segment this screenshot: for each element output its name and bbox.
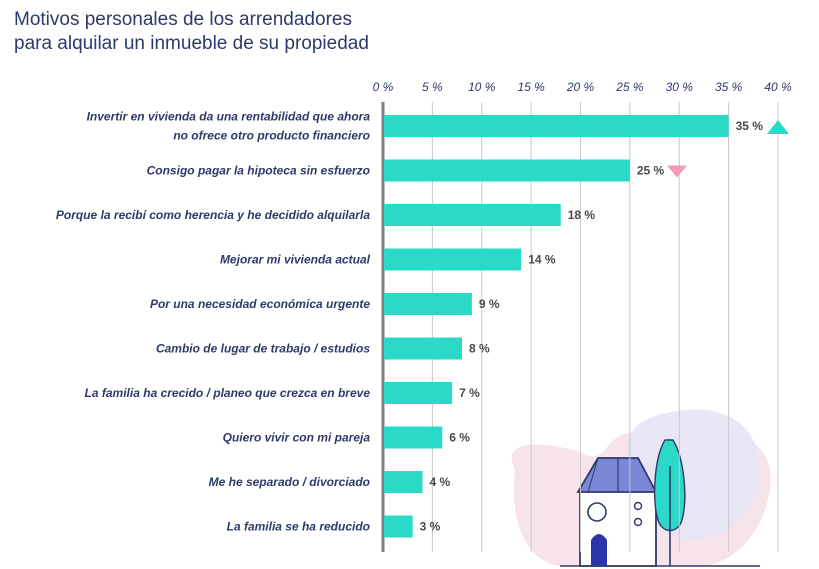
x-tick-label: 20 % — [566, 80, 595, 94]
value-label: 35 % — [736, 119, 764, 133]
category-label: Mejorar mi vivienda actual — [220, 253, 371, 267]
house-small-window-1 — [633, 501, 643, 511]
house-roof-shade — [587, 457, 599, 493]
bar — [384, 426, 443, 449]
chart-title-line-1: Motivos personales de los arrendadores — [14, 9, 352, 30]
trend-down-icon — [667, 165, 687, 178]
x-tick-label: 0 % — [373, 80, 394, 94]
x-tick-label: 10 % — [468, 80, 496, 94]
category-label: Porque la recibí como herencia y he deci… — [56, 208, 370, 222]
value-label: 7 % — [459, 386, 480, 400]
value-label: 4 % — [430, 475, 451, 489]
category-label: no ofrece otro producto financiero — [173, 129, 370, 143]
house-small-window-2 — [633, 517, 643, 527]
chart-title: Motivos personales de los arrendadores p… — [14, 8, 434, 56]
bar — [384, 115, 729, 137]
value-label: 18 % — [568, 208, 596, 222]
bar — [384, 337, 462, 360]
x-tick-label: 5 % — [422, 80, 443, 94]
category-label: Invertir en vivienda da una rentabilidad… — [87, 110, 371, 124]
category-label: La familia se ha reducido — [227, 520, 370, 534]
bar — [384, 248, 522, 271]
value-label: 25 % — [637, 164, 665, 178]
value-label: 6 % — [449, 431, 470, 445]
category-label: Cambio de lugar de trabajo / estudios — [156, 342, 370, 356]
house-illustration — [511, 409, 771, 567]
house-window — [587, 502, 607, 522]
bar — [384, 159, 630, 182]
category-label: Me he separado / divorciado — [209, 475, 370, 489]
value-label: 3 % — [420, 520, 441, 534]
x-tick-label: 15 % — [517, 80, 545, 94]
value-label: 8 % — [469, 342, 490, 356]
value-label: 9 % — [479, 297, 500, 311]
category-label: La familia ha crecido / planeo que crezc… — [85, 386, 371, 400]
x-tick-label: 40 % — [764, 80, 792, 94]
value-label: 14 % — [528, 253, 556, 267]
category-label: Consigo pagar la hipoteca sin esfuerzo — [147, 164, 370, 178]
bar — [384, 471, 423, 493]
category-label: Por una necesidad económica urgente — [150, 297, 370, 311]
bar — [384, 382, 453, 404]
bar — [384, 515, 413, 538]
x-tick-label: 25 % — [615, 80, 644, 94]
trend-up-icon — [767, 120, 789, 134]
bar — [384, 293, 472, 315]
chart-title-line-2: para alquilar un inmueble de su propieda… — [14, 33, 369, 54]
category-label: Quiero vivir con mi pareja — [223, 431, 371, 445]
x-tick-label: 35 % — [715, 80, 743, 94]
bar — [384, 204, 561, 226]
house-door — [591, 534, 607, 566]
x-tick-label: 30 % — [666, 80, 694, 94]
